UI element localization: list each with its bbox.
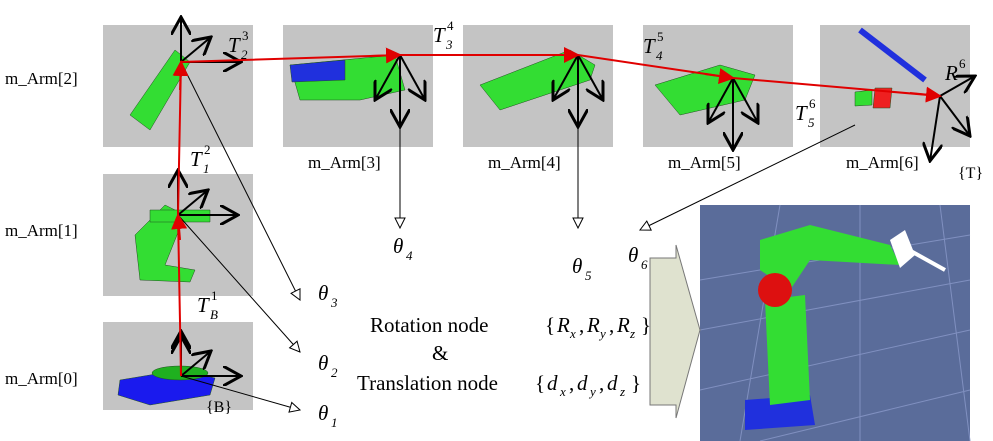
- rotation-sup: 6: [959, 56, 966, 71]
- transform-base: T: [197, 293, 210, 317]
- node-symbol-sub: z: [619, 384, 625, 399]
- rotation-base: R: [944, 61, 958, 85]
- transform-sup: 2: [204, 142, 211, 157]
- brace: }: [641, 313, 651, 337]
- panel-label: m_Arm[1]: [5, 221, 78, 240]
- angle-base: θ: [318, 351, 328, 375]
- node-symbol: R: [556, 313, 570, 337]
- render: [700, 205, 970, 441]
- separator: ,: [599, 371, 604, 395]
- panel: [820, 25, 970, 147]
- separator: ,: [579, 313, 584, 337]
- flow-arrow: [650, 245, 700, 418]
- transform-base: T: [228, 33, 241, 57]
- node-joiner: &: [432, 341, 448, 365]
- transform-sub: 2: [241, 47, 248, 62]
- panel-label: m_Arm[6]: [846, 153, 919, 172]
- angle-base: θ: [628, 243, 638, 267]
- transform-sup: 1: [211, 288, 218, 303]
- panel-label: m_Arm[4]: [488, 153, 561, 172]
- transform-sub: B: [210, 307, 218, 322]
- frame-label: {B}: [206, 399, 232, 416]
- angle-sub: 4: [406, 248, 413, 263]
- transform-sub: 3: [445, 37, 453, 52]
- node-symbol: d: [547, 371, 558, 395]
- transform-base: T: [643, 34, 656, 58]
- transform-base: T: [433, 23, 446, 47]
- angle-base: θ: [318, 281, 328, 305]
- separator: ,: [569, 371, 574, 395]
- brace: {: [545, 313, 555, 337]
- chain-head: [370, 55, 400, 56]
- transform-base: T: [795, 101, 808, 125]
- node-symbol: R: [586, 313, 600, 337]
- transform-sub: 1: [203, 161, 210, 176]
- node-symbol-sub: z: [629, 326, 635, 341]
- angle-sub: 5: [585, 268, 592, 283]
- chain-head: [180, 62, 181, 90]
- node-symbol-sub: y: [588, 384, 596, 399]
- separator: ,: [609, 313, 614, 337]
- transform-sup: 5: [657, 29, 664, 44]
- node-symbol-sub: x: [559, 384, 566, 399]
- angle-base: θ: [393, 234, 403, 258]
- node-label: Translation node: [357, 371, 498, 395]
- brace: }: [631, 371, 641, 395]
- panel-label: m_Arm[0]: [5, 369, 78, 388]
- angle-base: θ: [318, 401, 328, 425]
- node-symbol: d: [607, 371, 618, 395]
- panel-label: m_Arm[2]: [5, 69, 78, 88]
- transform-base: T: [190, 147, 203, 171]
- frame-label: {T}: [958, 165, 983, 182]
- angle-base: θ: [572, 254, 582, 278]
- transform-sup: 4: [447, 18, 454, 33]
- angle-sub: 1: [331, 415, 338, 430]
- transform-sub: 4: [656, 48, 663, 63]
- brace: {: [535, 371, 545, 395]
- node-symbol-sub: y: [598, 326, 606, 341]
- angle-sub: 6: [641, 257, 648, 272]
- panel-label: m_Arm[5]: [668, 153, 741, 172]
- angle-sub: 3: [330, 295, 338, 310]
- panel-label: m_Arm[3]: [308, 153, 381, 172]
- render-arm: [765, 295, 810, 405]
- render-joint: [758, 273, 792, 307]
- node-symbol: R: [616, 313, 630, 337]
- node-symbol: d: [577, 371, 588, 395]
- node-symbol-sub: x: [569, 326, 576, 341]
- diagram: m_Arm[0] m_Arm[1] m_Arm[2] m_Arm[3] m_Arm[4]…: [0, 0, 993, 441]
- arm6-shape: [855, 90, 872, 106]
- angle-sub: 2: [331, 365, 338, 380]
- transform-sup: 6: [809, 96, 816, 111]
- node-label: Rotation node: [370, 313, 488, 337]
- transform-sub: 5: [808, 115, 815, 130]
- transform-sup: 3: [242, 28, 249, 43]
